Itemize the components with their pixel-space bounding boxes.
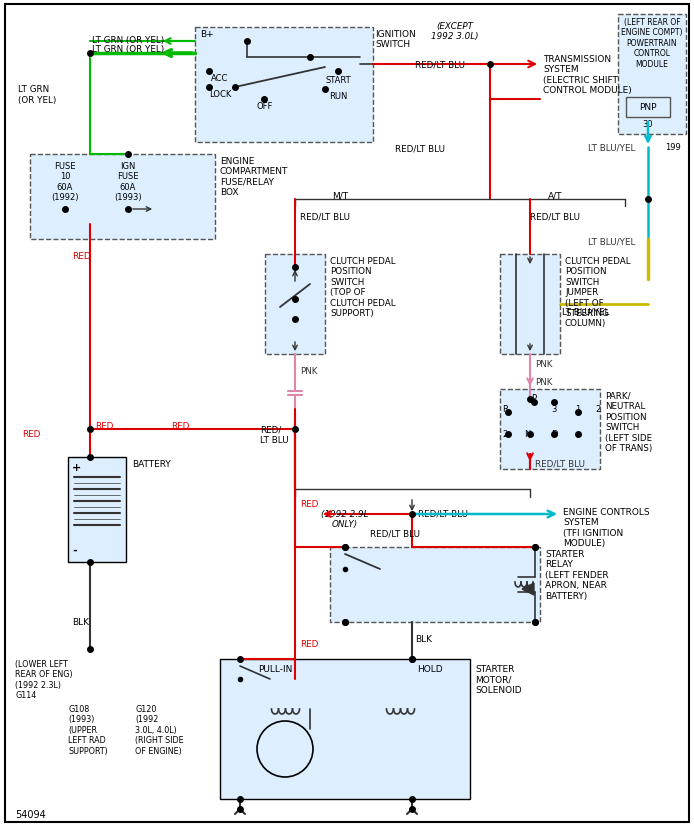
Bar	[500, 390, 600, 470]
Text: HOLD: HOLD	[417, 664, 443, 673]
Text: RED/LT BLU: RED/LT BLU	[530, 213, 580, 222]
Text: OFF: OFF	[257, 102, 273, 111]
Text: RED/LT BLU: RED/LT BLU	[415, 60, 465, 69]
Text: M/T: M/T	[332, 192, 348, 201]
Polygon shape	[522, 583, 534, 595]
Text: RED/LT BLU: RED/LT BLU	[300, 213, 350, 222]
Text: RED: RED	[171, 422, 189, 431]
Text: D: D	[551, 429, 557, 438]
Text: RED: RED	[95, 422, 113, 431]
Circle shape	[257, 721, 313, 777]
Text: (LEFT REAR OF
ENGINE COMPT)
POWERTRAIN
CONTROL
MODULE: (LEFT REAR OF ENGINE COMPT) POWERTRAIN C…	[621, 18, 683, 69]
Bar	[30, 155, 215, 240]
Text: RED/LT BLU: RED/LT BLU	[535, 460, 585, 468]
Text: START: START	[325, 76, 350, 85]
Text: LT GRN (OR YEL): LT GRN (OR YEL)	[92, 45, 164, 54]
Text: LT BLU/YEL: LT BLU/YEL	[562, 308, 609, 317]
Bar	[626, 98, 670, 118]
Text: P: P	[532, 394, 536, 403]
Text: G108
(1993)
(UPPER
LEFT RAD
SUPPORT): G108 (1993) (UPPER LEFT RAD SUPPORT)	[68, 704, 108, 755]
Bar	[265, 255, 325, 355]
Text: ACC: ACC	[211, 74, 228, 83]
Text: PNK: PNK	[535, 378, 552, 386]
Text: RED: RED	[300, 500, 319, 509]
Text: BLK: BLK	[415, 634, 432, 643]
Text: PULL-IN: PULL-IN	[257, 664, 292, 673]
Text: FUSE
10
60A
(1992): FUSE 10 60A (1992)	[51, 162, 78, 202]
Text: TRANSMISSION
SYSTEM
(ELECTRIC SHIFT
CONTROL MODULE): TRANSMISSION SYSTEM (ELECTRIC SHIFT CONT…	[543, 55, 632, 95]
Text: R: R	[502, 404, 508, 414]
Text: PNK: PNK	[535, 360, 552, 369]
Text: RED/LT BLU: RED/LT BLU	[418, 509, 468, 519]
Text: (1992 2.9L
ONLY): (1992 2.9L ONLY)	[321, 509, 369, 528]
Bar	[220, 659, 470, 799]
Text: 2: 2	[595, 404, 600, 414]
Bar	[618, 15, 686, 135]
Text: BATTERY: BATTERY	[132, 460, 171, 468]
Text: PNK: PNK	[300, 366, 317, 375]
Text: STARTER
RELAY
(LEFT FENDER
APRON, NEAR
BATTERY): STARTER RELAY (LEFT FENDER APRON, NEAR B…	[545, 549, 609, 600]
Text: 199: 199	[665, 143, 681, 152]
Text: LOCK: LOCK	[209, 90, 231, 99]
Text: 1: 1	[575, 404, 581, 414]
Text: A/T: A/T	[548, 192, 562, 201]
Text: M: M	[277, 740, 294, 758]
Bar	[68, 457, 126, 562]
Text: RED/LT BLU: RED/LT BLU	[370, 529, 420, 538]
Text: ENGINE
COMPARTMENT
FUSE/RELAY
BOX: ENGINE COMPARTMENT FUSE/RELAY BOX	[220, 157, 289, 197]
Text: RED: RED	[72, 251, 91, 261]
Text: RED/
LT BLU: RED/ LT BLU	[260, 425, 289, 445]
Bar	[500, 255, 560, 355]
Text: 3: 3	[551, 404, 557, 414]
Text: 54094: 54094	[15, 809, 46, 819]
Text: B+: B+	[200, 30, 214, 39]
Text: PARK/
NEUTRAL
POSITION
SWITCH
(LEFT SIDE
OF TRANS): PARK/ NEUTRAL POSITION SWITCH (LEFT SIDE…	[605, 391, 652, 452]
Text: -: -	[72, 545, 76, 555]
Bar	[330, 547, 540, 622]
Text: RUN: RUN	[329, 92, 347, 101]
Text: 30: 30	[643, 120, 653, 129]
Text: STARTER
MOTOR/
SOLENOID: STARTER MOTOR/ SOLENOID	[475, 664, 522, 694]
Text: CLUTCH PEDAL
POSITION
SWITCH
(TOP OF
CLUTCH PEDAL
SUPPORT): CLUTCH PEDAL POSITION SWITCH (TOP OF CLU…	[330, 256, 396, 318]
Text: PNP: PNP	[639, 103, 657, 112]
Text: LT GRN (OR YEL): LT GRN (OR YEL)	[92, 36, 164, 45]
Text: (EXCEPT
1992 3.0L): (EXCEPT 1992 3.0L)	[431, 22, 479, 41]
Text: ENGINE CONTROLS
SYSTEM
(TFI IGNITION
MODULE): ENGINE CONTROLS SYSTEM (TFI IGNITION MOD…	[563, 508, 650, 547]
Text: RED/LT BLU: RED/LT BLU	[395, 145, 445, 154]
Text: RED: RED	[22, 429, 40, 438]
Text: IGN
FUSE
60A
(1993): IGN FUSE 60A (1993)	[115, 162, 142, 202]
Text: IGNITION
SWITCH: IGNITION SWITCH	[375, 30, 416, 50]
Text: LT BLU/YEL: LT BLU/YEL	[588, 143, 636, 152]
Text: +: +	[72, 462, 81, 472]
Text: (LOWER LEFT
REAR OF ENG)
(1992 2.3L)
G114: (LOWER LEFT REAR OF ENG) (1992 2.3L) G11…	[15, 659, 73, 700]
Text: LT GRN
(OR YEL): LT GRN (OR YEL)	[18, 85, 56, 104]
Text: RED: RED	[300, 639, 319, 648]
Text: LT BLU/YEL: LT BLU/YEL	[588, 237, 636, 246]
Text: N: N	[524, 429, 530, 438]
Text: G120
(1992
3.0L, 4.0L)
(RIGHT SIDE
OF ENGINE): G120 (1992 3.0L, 4.0L) (RIGHT SIDE OF EN…	[135, 704, 184, 755]
Text: CLUTCH PEDAL
POSITION
SWITCH
JUMPER
(LEFT OF
STEERING
COLUMN): CLUTCH PEDAL POSITION SWITCH JUMPER (LEF…	[565, 256, 631, 328]
Bar	[195, 28, 373, 143]
Text: 2: 2	[502, 429, 507, 438]
Text: BLK: BLK	[72, 617, 89, 626]
